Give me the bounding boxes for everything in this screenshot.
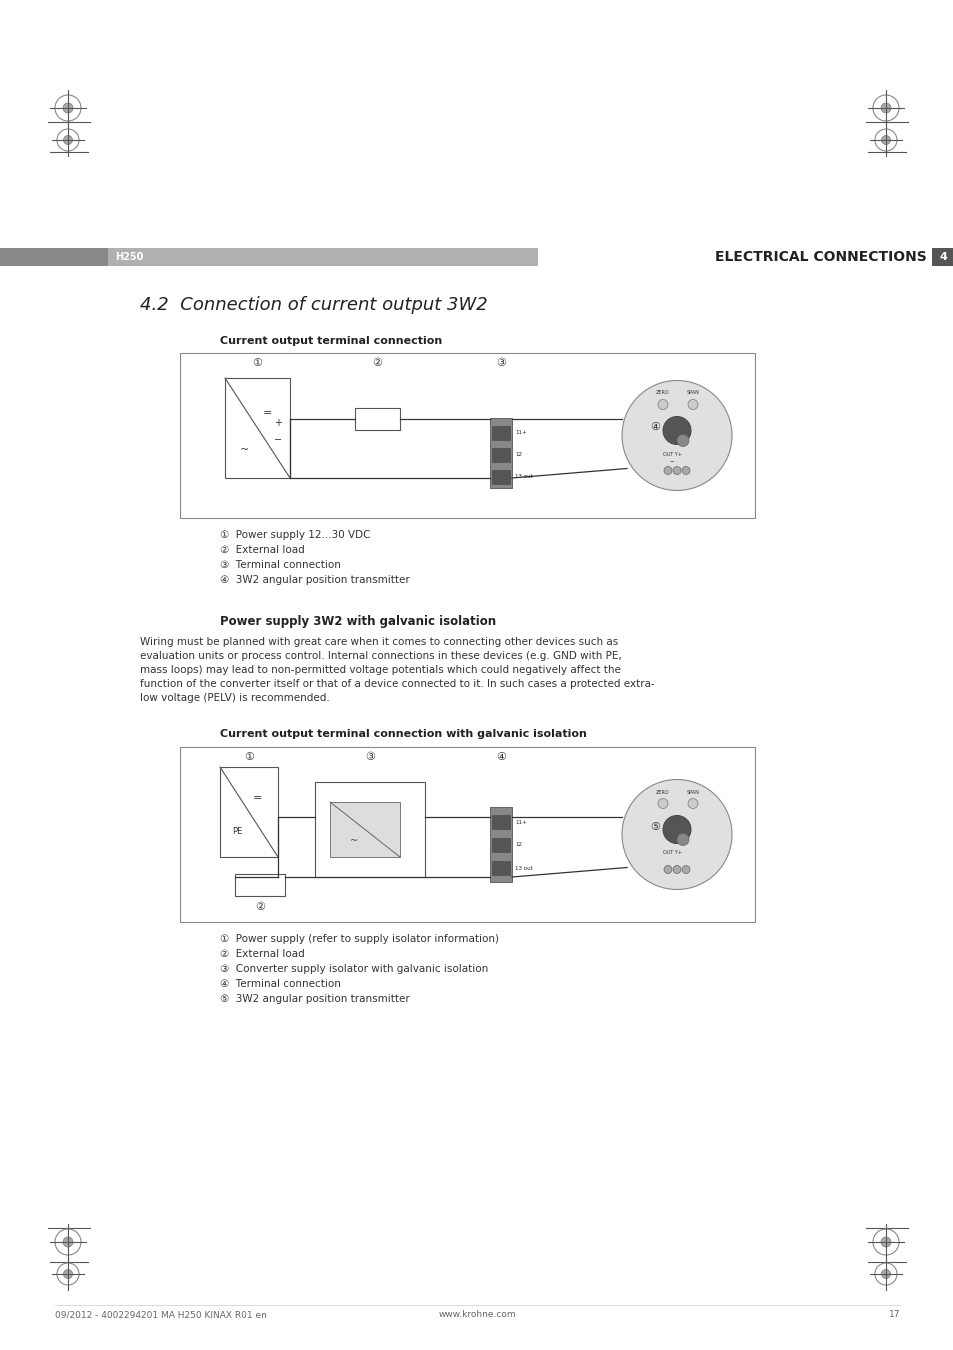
Bar [180,352,754,518]
Text: 13 out: 13 out [515,474,532,479]
Text: −: − [274,435,282,446]
Text: SPAN: SPAN [686,390,699,396]
Bar [492,448,510,462]
Text: 4: 4 [938,252,946,262]
Text: low voltage (PELV) is recommended.: low voltage (PELV) is recommended. [140,693,330,703]
Text: function of the converter itself or that of a device connected to it. In such ca: function of the converter itself or that… [140,679,654,688]
Text: PE: PE [232,828,242,836]
Circle shape [881,1269,889,1278]
Text: ①  Power supply (refer to supply isolator information): ① Power supply (refer to supply isolator… [220,934,498,944]
Text: 12: 12 [515,842,521,848]
Text: ②  External load: ② External load [220,949,304,958]
Bar [490,807,512,882]
Circle shape [621,381,731,490]
Text: ②: ② [372,358,382,369]
Text: ⑤: ⑤ [649,822,659,832]
Text: ①: ① [253,358,262,369]
Text: Current output terminal connection with galvanic isolation: Current output terminal connection with … [220,729,586,738]
Text: ⑤  3W2 angular position transmitter: ⑤ 3W2 angular position transmitter [220,994,410,1004]
Bar [490,418,512,487]
Circle shape [663,865,671,873]
Circle shape [687,798,698,809]
Text: −: − [669,459,674,463]
Text: =: = [253,794,262,803]
Bar [0,248,108,266]
Text: OUT Y+: OUT Y+ [662,451,680,456]
Text: 09/2012 - 4002294201 MA H250 KINAX R01 en: 09/2012 - 4002294201 MA H250 KINAX R01 e… [55,1310,267,1319]
Circle shape [672,467,680,474]
Circle shape [63,1237,73,1247]
Circle shape [672,865,680,873]
Text: SPAN: SPAN [686,790,699,795]
Text: 12: 12 [515,452,521,458]
Circle shape [658,400,667,409]
Bar [492,427,510,440]
Bar [180,747,754,922]
Bar [225,378,290,478]
Circle shape [64,1269,72,1278]
Bar [234,873,285,896]
Text: Current output terminal connection: Current output terminal connection [220,336,442,346]
Text: ③  Converter supply isolator with galvanic isolation: ③ Converter supply isolator with galvani… [220,964,488,973]
Text: 17: 17 [887,1310,899,1319]
Text: OUT Y+: OUT Y+ [662,850,680,856]
Text: ①  Power supply 12...30 VDC: ① Power supply 12...30 VDC [220,531,370,540]
Text: www.krohne.com: www.krohne.com [437,1310,516,1319]
Circle shape [880,1237,890,1247]
Circle shape [64,135,72,144]
Circle shape [687,400,698,409]
Text: 13 out: 13 out [515,865,532,871]
Circle shape [658,798,667,809]
Bar [931,248,953,266]
Circle shape [881,135,889,144]
Text: H250: H250 [115,252,143,262]
Text: Power supply 3W2 with galvanic isolation: Power supply 3W2 with galvanic isolation [220,616,496,628]
Bar [492,815,510,829]
Text: 4.2  Connection of current output 3W2: 4.2 Connection of current output 3W2 [140,296,487,315]
Text: ZERO: ZERO [656,390,669,396]
Text: ④: ④ [496,752,505,761]
Text: ④  Terminal connection: ④ Terminal connection [220,979,340,990]
Circle shape [681,865,689,873]
Text: 11+: 11+ [515,431,526,436]
Text: ②: ② [254,902,265,913]
Circle shape [677,833,688,845]
Text: ELECTRICAL CONNECTIONS: ELECTRICAL CONNECTIONS [715,250,926,265]
Circle shape [662,815,690,844]
Text: ④: ④ [649,423,659,432]
Bar [492,470,510,485]
Text: Wiring must be planned with great care when it comes to connecting other devices: Wiring must be planned with great care w… [140,637,618,647]
Text: ZERO: ZERO [656,790,669,795]
Text: ③  Terminal connection: ③ Terminal connection [220,560,340,570]
Circle shape [621,779,731,890]
Circle shape [880,103,890,113]
Text: mass loops) may lead to non-permitted voltage potentials which could negatively : mass loops) may lead to non-permitted vo… [140,666,620,675]
Text: ①: ① [244,752,253,761]
Text: ③: ③ [365,752,375,761]
Text: ~: ~ [239,446,249,455]
Circle shape [681,467,689,474]
Circle shape [63,103,73,113]
Text: evaluation units or process control. Internal connections in these devices (e.g.: evaluation units or process control. Int… [140,651,621,661]
Text: ③: ③ [496,358,505,369]
Text: ②  External load: ② External load [220,545,304,555]
Text: ~: ~ [350,836,358,845]
Circle shape [663,467,671,474]
Bar [220,767,277,857]
Circle shape [677,435,688,447]
Text: ④  3W2 angular position transmitter: ④ 3W2 angular position transmitter [220,575,410,585]
Bar [492,838,510,852]
Text: 11+: 11+ [515,819,526,825]
Bar [492,861,510,875]
Text: +: + [274,418,282,428]
Bar [355,408,399,431]
Bar [314,782,424,878]
Circle shape [662,417,690,444]
Bar [108,248,537,266]
Bar [330,802,399,857]
Text: =: = [262,408,272,418]
